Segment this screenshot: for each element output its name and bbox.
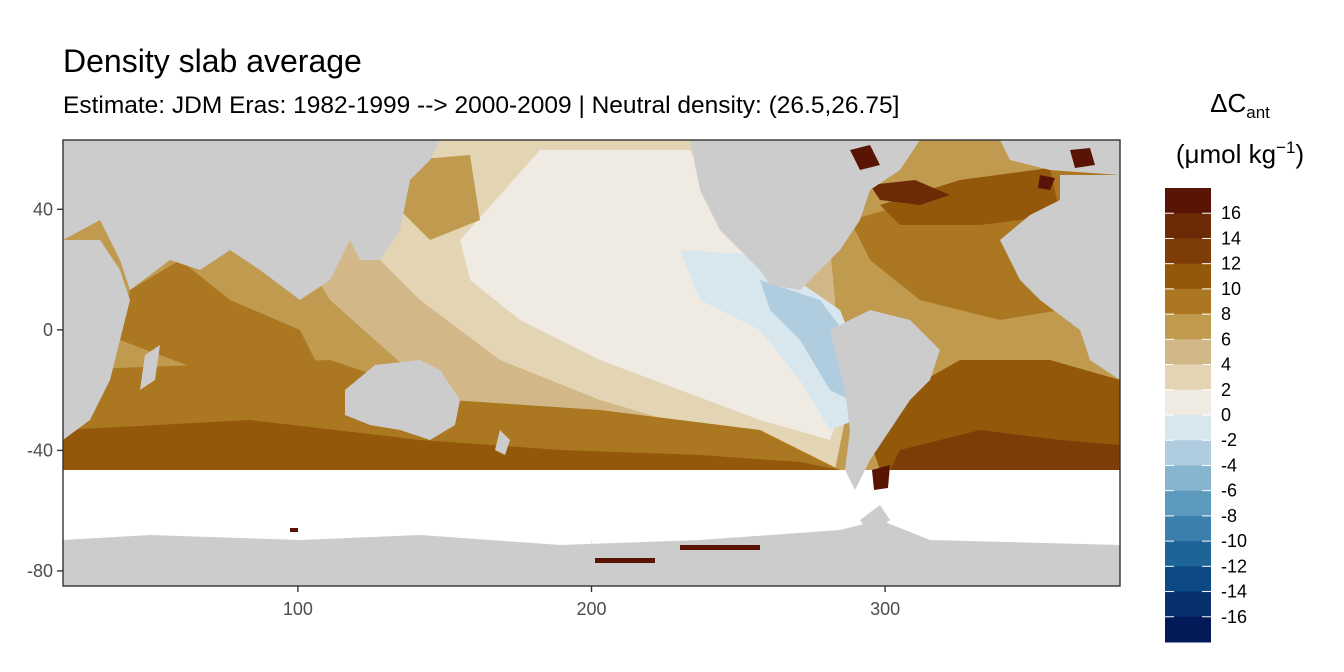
legend-label: -16 <box>1221 607 1247 627</box>
antarctic-peninsula <box>860 505 890 535</box>
pacific-field-neutral <box>460 150 845 440</box>
legend-label: -10 <box>1221 531 1247 551</box>
legend-unit-close: ) <box>1295 139 1305 169</box>
legend-label: -14 <box>1221 582 1247 602</box>
legend-label: 2 <box>1221 380 1231 400</box>
antarctic-shelf-values <box>290 528 760 563</box>
legend-label: -4 <box>1221 455 1237 475</box>
legend-color-swatch <box>1165 440 1211 466</box>
legend-color-swatch <box>1165 238 1211 265</box>
map-subtitle: Estimate: JDM Eras: 1982-1999 --> 2000-2… <box>63 92 900 119</box>
southern-rim-band <box>63 420 840 470</box>
eurasia-west <box>63 140 420 300</box>
legend-label: 14 <box>1221 228 1241 248</box>
y-tick-label: 40 <box>33 199 53 219</box>
no-data-band <box>63 470 1120 540</box>
x-tick-label: 100 <box>283 599 313 619</box>
legend-color-swatch <box>1165 263 1211 290</box>
legend-label: -2 <box>1221 430 1237 450</box>
legend-label: 16 <box>1221 203 1241 223</box>
y-tick-label: -80 <box>27 561 53 581</box>
map-title: Density slab average <box>63 43 362 79</box>
east-pacific-negative <box>680 250 860 430</box>
legend-color-swatch <box>1165 616 1211 643</box>
legend-color-swatch <box>1165 541 1211 567</box>
legend-color-swatch <box>1165 364 1211 391</box>
new-zealand <box>495 430 510 455</box>
east-pacific-negative-core <box>760 280 850 400</box>
y-tick-label: -40 <box>27 440 53 460</box>
north-america <box>690 140 920 290</box>
y-axis: 40 0 -40 -80 <box>27 199 63 581</box>
legend-title-subscript: ant <box>1246 103 1270 122</box>
legend-colorbar: 16 14 12 10 8 6 4 2 0 -2 -4 -6 -8 -10 -12 -14 -16 <box>1165 188 1247 643</box>
y-tick-label: 0 <box>43 320 53 340</box>
legend-color-swatch <box>1165 515 1211 542</box>
africa <box>63 240 130 440</box>
legend-label: 6 <box>1221 329 1231 349</box>
legend-label: -12 <box>1221 556 1247 576</box>
legend-color-swatch <box>1165 188 1211 214</box>
legend-color-swatch <box>1165 314 1211 340</box>
drake-high <box>872 465 890 490</box>
legend-label: -8 <box>1221 506 1237 526</box>
north-atlantic-north <box>880 168 1060 225</box>
legend-label: 4 <box>1221 355 1231 375</box>
legend-title-symbol: ΔC <box>1210 88 1247 118</box>
legend-title: ΔCant <box>1160 86 1320 122</box>
indian-north <box>120 260 320 370</box>
legend-color-swatch <box>1165 465 1211 492</box>
legend-color-swatch <box>1165 339 1211 366</box>
legend-label: 0 <box>1221 405 1231 425</box>
legend-label: 8 <box>1221 304 1231 324</box>
legend-color-swatch <box>1165 591 1211 618</box>
legend-label: -6 <box>1221 481 1237 501</box>
land <box>63 140 1120 586</box>
x-tick-label: 300 <box>870 599 900 619</box>
east-asia <box>350 140 440 260</box>
legend-color-swatch <box>1165 566 1211 593</box>
legend-label: 10 <box>1221 279 1241 299</box>
south-atlantic-deep <box>890 430 1120 470</box>
legend-color-swatch <box>1165 389 1211 416</box>
x-tick-label: 200 <box>576 599 606 619</box>
legend-color-swatch <box>1165 213 1211 239</box>
legend-color-swatch <box>1165 288 1211 315</box>
madagascar <box>140 345 160 390</box>
legend-unit-main: (μmol kg <box>1175 139 1277 169</box>
legend-label: 12 <box>1221 254 1241 274</box>
australia <box>345 360 460 440</box>
legend-color-swatch <box>1165 415 1211 441</box>
antarctica <box>63 520 1120 586</box>
nw-pacific-field <box>400 155 480 240</box>
legend-unit: (μmol kg−1) <box>1160 137 1320 171</box>
south-america <box>830 310 940 490</box>
x-axis: 100 200 300 <box>283 586 900 619</box>
labrador-high <box>870 180 950 205</box>
europe-africa-east <box>1000 175 1120 380</box>
legend-color-swatch <box>1165 490 1211 517</box>
legend-unit-superscript: −1 <box>1276 138 1296 157</box>
